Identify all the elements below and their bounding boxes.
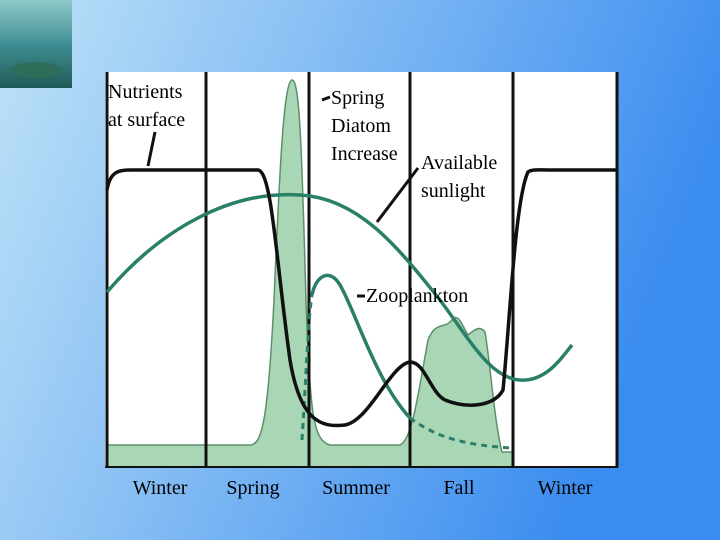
zooplankton-dashed-decline xyxy=(409,416,511,450)
zooplankton-label: Zooplankton xyxy=(366,285,468,307)
sunlight-curve xyxy=(105,192,574,382)
nutrients-curve xyxy=(105,168,617,428)
zooplankton-curve xyxy=(310,273,412,420)
diatom-label: Diatom xyxy=(331,115,391,137)
season-label: Summer xyxy=(322,477,390,499)
season-label: Winter xyxy=(538,477,593,499)
season-lines xyxy=(105,72,619,467)
season-label: Spring xyxy=(226,477,279,499)
nutrients-label: Nutrients xyxy=(108,81,183,103)
season-label: Winter xyxy=(133,477,188,499)
sunlight-label: sunlight xyxy=(421,180,486,202)
nutrients-label: at surface xyxy=(108,109,185,131)
cover-art xyxy=(10,62,62,78)
diatom-label: Increase xyxy=(331,143,398,165)
zooplankton-dashed-rise xyxy=(300,294,314,441)
diatom-label: Spring xyxy=(331,87,384,109)
season-label: Fall xyxy=(443,477,475,499)
plot-area xyxy=(105,72,618,468)
pointers xyxy=(146,95,420,298)
sunlight-label: Available xyxy=(421,152,497,174)
